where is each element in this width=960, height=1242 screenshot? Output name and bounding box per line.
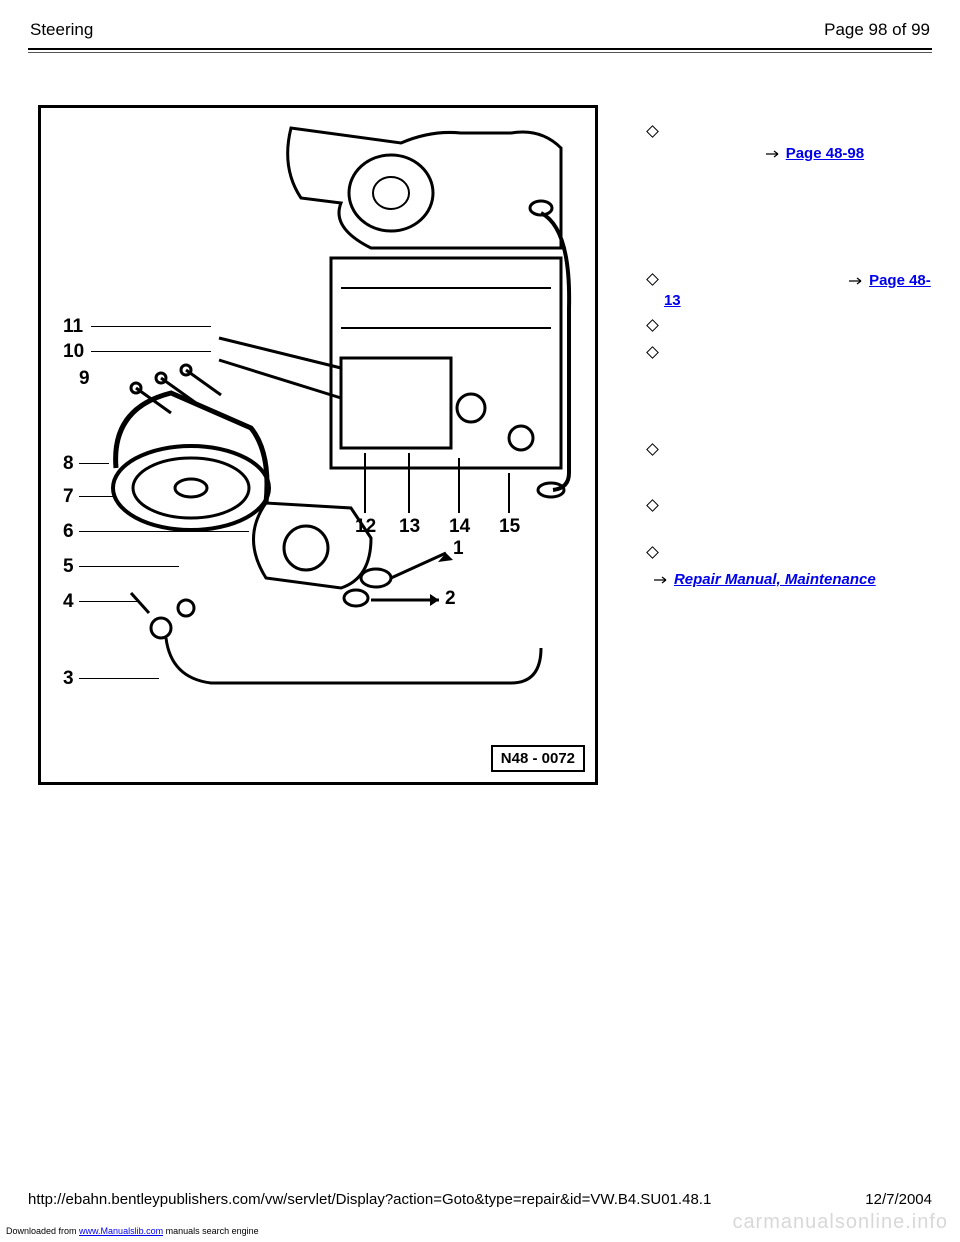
page-footer: http://ebahn.bentleypublishers.com/vw/se… <box>28 1191 932 1208</box>
diagram-id-badge: N48 - 0072 <box>491 745 585 772</box>
right-column: 4 - Banjo fitting Tighten using new seal… <box>634 93 932 785</box>
step-5: 5 - Bracket <box>642 210 932 230</box>
link-page-48-98[interactable]: Page 48-98 <box>786 145 864 162</box>
label-13: 13 <box>399 516 420 538</box>
header-rule-thick <box>28 48 932 50</box>
label-14: 14 <box>449 516 470 538</box>
bullet-icon <box>642 497 664 510</box>
step-7: 7 - Pulley <box>642 410 932 430</box>
step-8: 8 - Ribbed belt <box>642 467 932 487</box>
label-11: 11 <box>63 316 83 338</box>
label-15: 15 <box>499 516 520 538</box>
label-2: 2 <box>445 588 456 610</box>
pump-assembly-diagram: 11 10 9 8 7 6 5 4 3 1 2 <box>38 105 598 785</box>
step-6-sub-1: Checking delivery pressure Page 48-13 <box>642 271 932 312</box>
footer-url: http://ebahn.bentleypublishers.com/vw/se… <box>28 1191 711 1208</box>
link-manualslib[interactable]: www.Manualslib.com <box>79 1226 163 1236</box>
step-6-sub-2: Do not re-use fluid drained from system <box>642 317 932 337</box>
label-9: 9 <box>79 368 90 390</box>
left-column: 11 10 9 8 7 6 5 4 3 1 2 <box>28 93 634 785</box>
step-8-sub-1: Mark direction of belt travel before rem… <box>642 497 932 538</box>
bullet-icon <box>642 344 664 357</box>
footer-date: 12/7/2004 <box>865 1191 932 1208</box>
label-7: 7 <box>63 486 74 508</box>
diagram-svg <box>41 108 598 785</box>
header-page: Page 98 of 99 <box>824 20 930 40</box>
label-3: 3 <box>63 668 74 690</box>
step-4: 4 - Banjo fitting <box>642 93 932 113</box>
step-6: 6 - Power steering pump <box>642 241 932 261</box>
bullet-icon <box>642 544 664 557</box>
step-6-sub-3: Before installing, fill with hydraulic o… <box>642 344 932 405</box>
label-6: 6 <box>63 521 74 543</box>
watermark-text: carmanualsonline.info <box>732 1211 948 1234</box>
step-7-sub-1: For ribbed belt <box>642 441 932 461</box>
link-repair-manual[interactable]: Repair Manual, Maintenance <box>674 571 876 588</box>
step-4-sub-1: Tighten using new seals at pressure line… <box>642 123 932 204</box>
bullet-icon <box>642 271 664 284</box>
page-container: Steering Page 98 of 99 <box>0 0 960 1242</box>
step-8-sub-2: Adjusting: <box>642 544 932 564</box>
label-5: 5 <box>63 556 74 578</box>
label-10: 10 <box>63 341 84 363</box>
label-4: 4 <box>63 591 74 613</box>
bullet-icon <box>642 123 664 136</box>
download-attribution: Downloaded from www.Manualslib.com manua… <box>6 1226 259 1236</box>
label-1: 1 <box>453 538 464 560</box>
bullet-icon <box>642 441 664 454</box>
label-8: 8 <box>63 453 74 475</box>
step-8-ref: Repair Manual, Maintenance <box>654 570 932 590</box>
bullet-icon <box>642 317 664 330</box>
content-row: 11 10 9 8 7 6 5 4 3 1 2 <box>28 53 932 785</box>
page-header: Steering Page 98 of 99 <box>28 20 932 46</box>
label-12: 12 <box>355 516 376 538</box>
header-left: Steering <box>30 20 93 40</box>
